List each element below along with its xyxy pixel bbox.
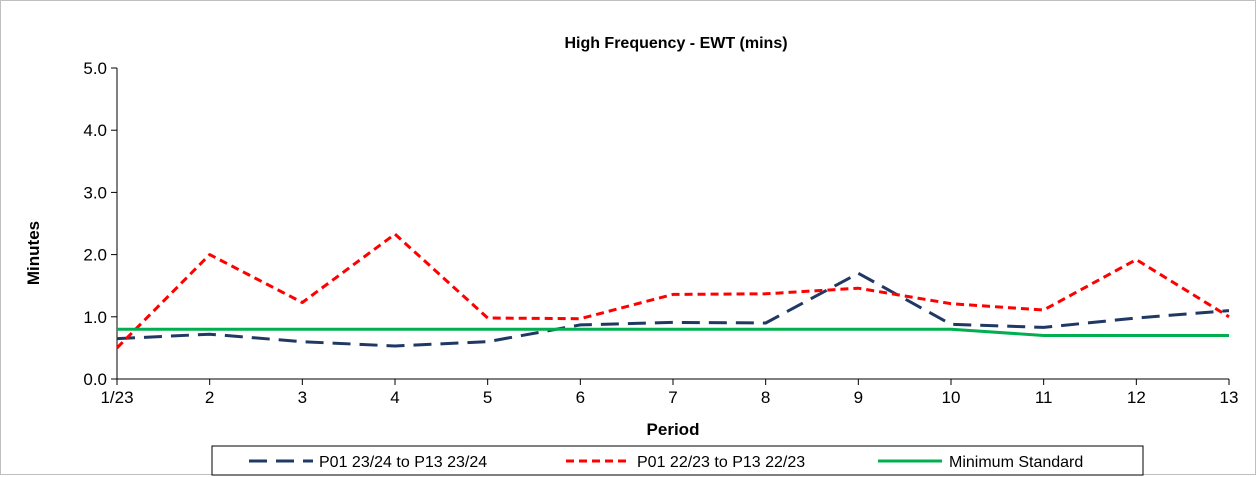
legend-item: P01 23/24 to P13 23/24 — [249, 454, 487, 471]
legend-label: P01 23/24 to P13 23/24 — [319, 454, 487, 471]
x-tick-label: 12 — [1127, 388, 1146, 407]
x-tick-label: 8 — [761, 388, 770, 407]
series-line — [116, 271, 1230, 348]
y-tick-label: 0.0 — [83, 370, 107, 389]
x-tick-label: 2 — [205, 388, 214, 407]
x-tick-label: 4 — [390, 388, 399, 407]
legend-label: Minimum Standard — [949, 454, 1083, 471]
x-tick-label: 3 — [298, 388, 307, 407]
y-tick-label: 3.0 — [83, 183, 107, 202]
x-tick-label: 11 — [1035, 388, 1053, 407]
series-line — [115, 232, 1230, 349]
chart-title: High Frequency - EWT (mins) — [564, 35, 787, 52]
x-tick-label: 13 — [1220, 388, 1239, 407]
x-tick-label: 9 — [854, 388, 863, 407]
x-tick-label: 5 — [483, 388, 492, 407]
legend: P01 23/24 to P13 23/24 P01 22/23 to P13 2… — [211, 445, 1144, 476]
y-tick-label: 4.0 — [83, 121, 107, 140]
x-tick-label: 10 — [942, 388, 961, 407]
series-1 — [116, 271, 1230, 348]
y-axis-title: Minutes — [24, 221, 43, 285]
legend-box — [211, 445, 1144, 476]
y-tick-label: 2.0 — [83, 246, 107, 265]
y-axis: 0.0 1.0 2.0 3.0 4.0 5.0 — [83, 59, 118, 389]
legend-item: Minimum Standard — [878, 454, 1083, 471]
series-3 — [117, 327, 1229, 337]
y-tick-label: 5.0 — [83, 59, 107, 78]
legend-item: P01 22/23 to P13 22/23 — [566, 454, 805, 471]
series-line — [117, 327, 1229, 337]
x-tick-label: 1/23 — [100, 388, 133, 407]
series-layer — [115, 232, 1230, 349]
x-tick-label: 7 — [668, 388, 677, 407]
x-axis: 1/23 2 3 4 5 6 7 8 9 10 11 12 13 — [100, 378, 1239, 407]
y-tick-label: 1.0 — [83, 308, 107, 327]
x-tick-label: 6 — [576, 388, 585, 407]
x-axis-title: Period — [647, 420, 700, 439]
legend-label: P01 22/23 to P13 22/23 — [637, 454, 805, 471]
series-2 — [115, 232, 1230, 349]
